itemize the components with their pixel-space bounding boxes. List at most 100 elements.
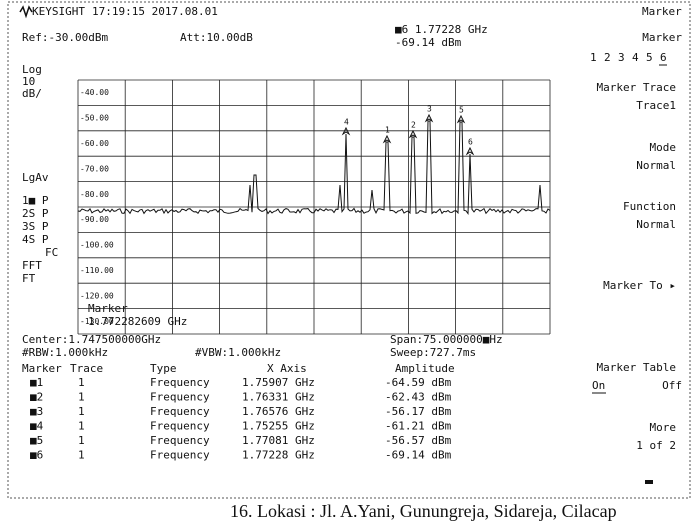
- table-header: Trace: [70, 362, 103, 375]
- table-cell: 1: [78, 405, 85, 418]
- span: Span:75.000000■Hz: [390, 333, 503, 346]
- sweep: Sweep:727.7ms: [390, 346, 476, 359]
- center: Center:1.747500000GHz: [22, 333, 161, 346]
- readout-freq: ■6 1.77228 GHz: [395, 23, 488, 36]
- rbw: #RBW:1.000kHz: [22, 346, 108, 359]
- table-cell: 1: [78, 391, 85, 404]
- left-label: 3S P: [22, 220, 49, 233]
- table-header: Type: [150, 362, 177, 375]
- caption: 16. Lokasi : Jl. A.Yani, Gunungreja, Sid…: [230, 501, 617, 521]
- marker-number: 3: [618, 51, 625, 64]
- marker-overlay: 1.772282609 GHz: [88, 315, 187, 328]
- att: Att:10.00dB: [180, 31, 253, 44]
- peak-label: 2: [411, 121, 416, 130]
- y-label: -40.00: [80, 88, 109, 97]
- peak-marker: [465, 146, 475, 156]
- peak-marker: [382, 134, 392, 144]
- y-label: -70.00: [80, 164, 109, 173]
- icon: [645, 480, 653, 484]
- y-label: -50.00: [80, 114, 109, 123]
- table-cell: ■4: [30, 420, 44, 433]
- marker-number: 4: [632, 51, 639, 64]
- y-label: -110.00: [80, 266, 114, 275]
- table-cell: Frequency: [150, 434, 210, 447]
- marker-number: 1: [590, 51, 597, 64]
- left-label: 2S P: [22, 207, 49, 220]
- table-cell: 1.77081 GHz: [242, 434, 315, 447]
- ref: Ref:-30.00dBm: [22, 31, 108, 44]
- table-cell: 1: [78, 376, 85, 389]
- table-cell: Frequency: [150, 449, 210, 462]
- y-label: -130.00: [80, 317, 114, 326]
- peak-label: 3: [427, 105, 432, 114]
- marker-overlay: Marker: [88, 302, 128, 315]
- table-cell: 1: [78, 420, 85, 433]
- table-cell: -69.14 dBm: [385, 449, 452, 462]
- table-cell: Frequency: [150, 405, 210, 418]
- table-cell: 1.75907 GHz: [242, 376, 315, 389]
- table-cell: -62.43 dBm: [385, 391, 452, 404]
- peak-label: 5: [459, 106, 464, 115]
- table-cell: 1.75255 GHz: [242, 420, 315, 433]
- table-cell: -64.59 dBm: [385, 376, 452, 389]
- y-label: -90.00: [80, 215, 109, 224]
- table-cell: Frequency: [150, 420, 210, 433]
- frame: [7, 1, 691, 499]
- softkey-value: 1 of 2: [636, 439, 676, 452]
- peak-label: 4: [344, 118, 349, 127]
- peak-label: 1: [385, 126, 390, 135]
- softkey[interactable]: Marker Table: [597, 361, 676, 374]
- peak-label: 6: [468, 138, 473, 147]
- softkey-menu: Marker: [642, 5, 682, 18]
- table-header: Amplitude: [395, 362, 455, 375]
- table-cell: -56.57 dBm: [385, 434, 452, 447]
- table-cell: ■1: [30, 376, 43, 389]
- table-cell: ■6: [30, 449, 43, 462]
- y-label: -60.00: [80, 139, 109, 148]
- table-cell: ■2: [30, 391, 43, 404]
- table-cell: ■5: [30, 434, 43, 447]
- left-label: 4S P: [22, 233, 49, 246]
- softkey[interactable]: More: [650, 421, 677, 434]
- softkey[interactable]: Marker Trace: [597, 81, 676, 94]
- brand: KEYSIGHT: [32, 5, 85, 18]
- peak-marker: [456, 114, 466, 124]
- y-label: -120.00: [80, 291, 114, 300]
- table-cell: 1.76331 GHz: [242, 391, 315, 404]
- marker-number: 2: [604, 51, 611, 64]
- marker-number: 5: [646, 51, 653, 64]
- table-cell: -56.17 dBm: [385, 405, 452, 418]
- left-label: 10: [22, 75, 35, 88]
- table-cell: 1.76576 GHz: [242, 405, 315, 418]
- vbw: #VBW:1.000kHz: [195, 346, 281, 359]
- left-label: FT: [22, 272, 36, 285]
- left-label: dB/: [22, 87, 42, 100]
- softkey-title: Marker: [642, 31, 682, 44]
- softkey-off: Off: [662, 379, 682, 392]
- softkey[interactable]: Function: [623, 200, 676, 213]
- softkey[interactable]: Mode: [650, 141, 677, 154]
- table-header: Marker: [22, 362, 62, 375]
- peak-marker: [341, 126, 351, 136]
- time: 17:19:15 2017.08.01: [92, 5, 218, 18]
- softkey-value: Normal: [636, 218, 676, 231]
- readout-amp: -69.14 dBm: [395, 36, 462, 49]
- table-cell: 1: [78, 434, 85, 447]
- left-label: FC: [45, 246, 58, 259]
- marker-number: 6: [660, 51, 667, 64]
- left-label: 1■ P: [22, 194, 49, 207]
- table-cell: -61.21 dBm: [385, 420, 452, 433]
- table-cell: 1: [78, 449, 85, 462]
- softkey-value: Normal: [636, 159, 676, 172]
- y-label: -80.00: [80, 190, 109, 199]
- table-header: X Axis: [267, 362, 307, 375]
- table-cell: 1.77228 GHz: [242, 449, 315, 462]
- peak-marker: [424, 113, 434, 123]
- table-cell: Frequency: [150, 376, 210, 389]
- softkey[interactable]: Marker To ▸: [603, 279, 676, 292]
- left-label: LgAv: [22, 171, 49, 184]
- left-label: FFT: [22, 259, 42, 272]
- left-label: Log: [22, 63, 42, 76]
